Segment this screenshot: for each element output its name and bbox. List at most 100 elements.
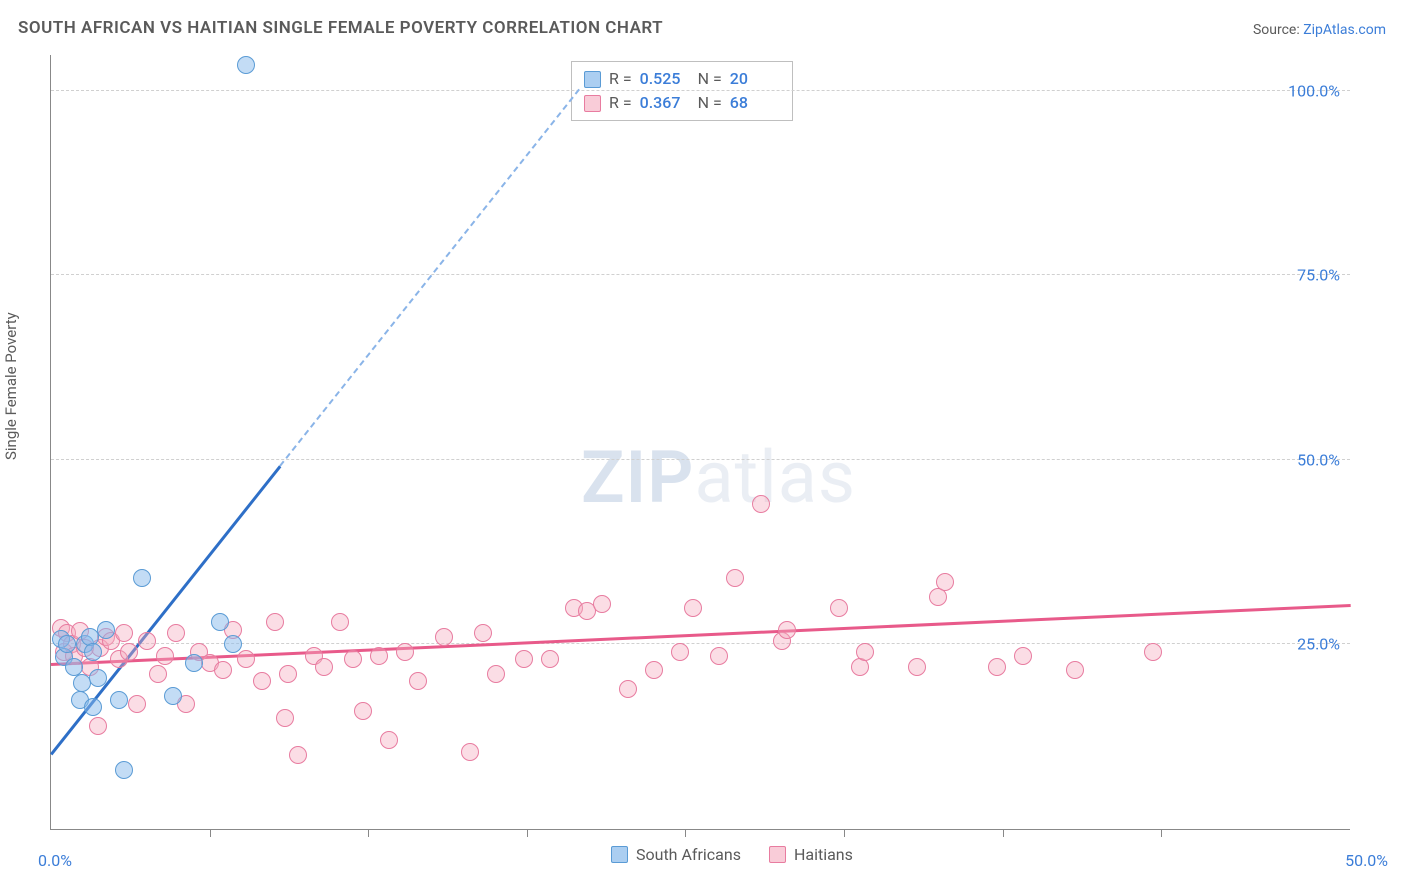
scatter-point-blue xyxy=(110,691,128,709)
scatter-point-pink xyxy=(380,731,398,749)
scatter-point-pink xyxy=(1014,647,1032,665)
x-tick xyxy=(210,829,211,837)
scatter-point-pink xyxy=(315,658,333,676)
gridline-h xyxy=(51,90,1350,91)
scatter-point-pink xyxy=(830,599,848,617)
n-label: N = xyxy=(698,91,722,115)
scatter-point-pink xyxy=(1066,661,1084,679)
legend-stats-row-blue: R = 0.525 N = 20 xyxy=(584,67,780,91)
chart-title: SOUTH AFRICAN VS HAITIAN SINGLE FEMALE P… xyxy=(18,18,663,38)
scatter-point-pink xyxy=(253,672,271,690)
gridline-h xyxy=(51,459,1350,460)
scatter-point-pink xyxy=(214,661,232,679)
scatter-point-blue xyxy=(89,669,107,687)
n-value-pink: 68 xyxy=(730,91,780,115)
scatter-point-pink xyxy=(726,569,744,587)
swatch-blue xyxy=(584,71,601,88)
legend-stats-box: R = 0.525 N = 20 R = 0.367 N = 68 xyxy=(571,61,793,121)
scatter-point-pink xyxy=(120,643,138,661)
chart-container: SOUTH AFRICAN VS HAITIAN SINGLE FEMALE P… xyxy=(0,0,1406,892)
scatter-point-pink xyxy=(619,680,637,698)
legend-label-pink: Haitians xyxy=(794,845,853,864)
r-value-blue: 0.525 xyxy=(640,67,690,91)
legend-stats-row-pink: R = 0.367 N = 68 xyxy=(584,91,780,115)
scatter-point-blue xyxy=(185,654,203,672)
scatter-point-pink xyxy=(593,595,611,613)
scatter-point-pink xyxy=(474,624,492,642)
x-tick xyxy=(1003,829,1004,837)
scatter-point-pink xyxy=(344,650,362,668)
scatter-point-pink xyxy=(266,613,284,631)
scatter-point-pink xyxy=(396,643,414,661)
scatter-point-blue xyxy=(58,635,76,653)
y-axis-label: Single Female Poverty xyxy=(2,312,20,460)
scatter-point-pink xyxy=(167,624,185,642)
source-link[interactable]: ZipAtlas.com xyxy=(1303,22,1386,38)
x-tick xyxy=(1161,829,1162,837)
x-tick-label-min: 0.0% xyxy=(38,851,72,870)
scatter-point-blue xyxy=(84,643,102,661)
x-tick xyxy=(844,829,845,837)
n-label: N = xyxy=(698,67,722,91)
x-tick xyxy=(527,829,528,837)
scatter-point-pink xyxy=(515,650,533,668)
y-tick-label: 50.0% xyxy=(1297,450,1340,469)
scatter-point-pink xyxy=(856,643,874,661)
scatter-point-pink xyxy=(128,695,146,713)
scatter-point-blue xyxy=(115,761,133,779)
scatter-point-blue xyxy=(133,569,151,587)
scatter-point-blue xyxy=(211,613,229,631)
scatter-point-pink xyxy=(435,628,453,646)
scatter-point-pink xyxy=(354,702,372,720)
scatter-point-pink xyxy=(487,665,505,683)
source-prefix: Source: xyxy=(1253,22,1303,38)
y-tick-label: 100.0% xyxy=(1288,81,1340,100)
scatter-point-pink xyxy=(778,621,796,639)
scatter-point-pink xyxy=(89,717,107,735)
scatter-point-pink xyxy=(237,650,255,668)
r-label: R = xyxy=(609,67,632,91)
scatter-point-pink xyxy=(279,665,297,683)
scatter-point-pink xyxy=(370,647,388,665)
scatter-point-pink xyxy=(710,647,728,665)
scatter-point-blue xyxy=(224,635,242,653)
watermark: ZIPatlas xyxy=(581,435,856,520)
scatter-point-pink xyxy=(671,643,689,661)
scatter-point-pink xyxy=(289,746,307,764)
scatter-point-pink xyxy=(988,658,1006,676)
scatter-point-pink xyxy=(645,661,663,679)
swatch-pink xyxy=(584,95,601,112)
legend-item-pink: Haitians xyxy=(769,845,853,864)
watermark-atlas: atlas xyxy=(694,435,856,520)
x-tick xyxy=(685,829,686,837)
scatter-point-pink xyxy=(461,743,479,761)
legend-label-blue: South Africans xyxy=(636,845,741,864)
legend-swatch-pink xyxy=(769,846,786,863)
y-tick-label: 75.0% xyxy=(1297,266,1340,285)
r-value-pink: 0.367 xyxy=(640,91,690,115)
watermark-zip: ZIP xyxy=(581,435,694,520)
scatter-point-blue xyxy=(164,687,182,705)
x-tick xyxy=(368,829,369,837)
scatter-point-pink xyxy=(115,624,133,642)
n-value-blue: 20 xyxy=(730,67,780,91)
scatter-point-pink xyxy=(541,650,559,668)
scatter-point-pink xyxy=(684,599,702,617)
chart-source: Source: ZipAtlas.com xyxy=(1253,22,1386,38)
scatter-point-blue xyxy=(84,698,102,716)
scatter-point-pink xyxy=(156,647,174,665)
scatter-point-pink xyxy=(149,665,167,683)
legend-item-blue: South Africans xyxy=(611,845,741,864)
plot-area: ZIPatlas R = 0.525 N = 20 R = 0.367 N = … xyxy=(50,55,1350,830)
legend-swatch-blue xyxy=(611,846,628,863)
scatter-point-pink xyxy=(752,495,770,513)
y-tick-label: 25.0% xyxy=(1297,635,1340,654)
scatter-point-blue xyxy=(237,56,255,74)
scatter-point-pink xyxy=(276,709,294,727)
x-tick-label-max: 50.0% xyxy=(1345,851,1388,870)
scatter-point-pink xyxy=(908,658,926,676)
regression-line-blue-dash xyxy=(279,89,580,467)
scatter-point-pink xyxy=(331,613,349,631)
r-label: R = xyxy=(609,91,632,115)
scatter-point-pink xyxy=(138,632,156,650)
